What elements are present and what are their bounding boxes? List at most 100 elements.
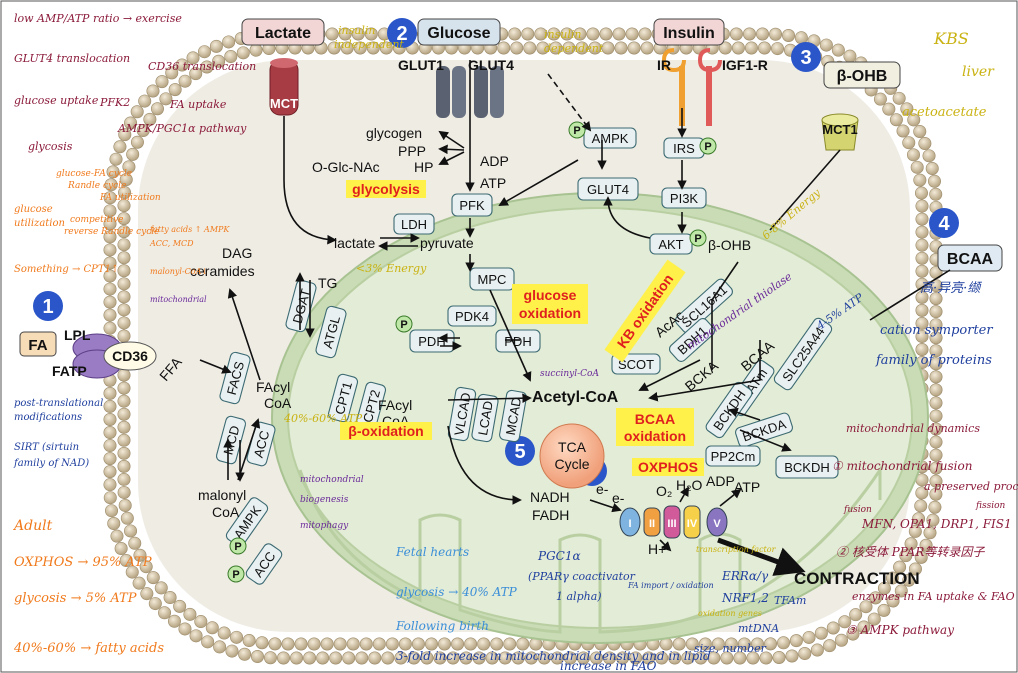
enzyme-ldh: LDH	[393, 213, 435, 235]
enzyme-pdh-left: PDH	[409, 329, 455, 353]
membrane-bead	[117, 394, 131, 408]
note-mitophagy: mitophagy	[300, 521, 349, 531]
membrane-bead	[560, 27, 574, 41]
transporter-mct: MCT	[269, 58, 299, 116]
svg-text:2: 2	[396, 23, 407, 45]
membrane-bead	[547, 27, 561, 41]
enzyme-dgat: DGAT	[285, 279, 317, 333]
label-malonyl-b: CoA	[212, 504, 240, 520]
membrane-bead	[143, 112, 157, 126]
phospho-circle: P	[227, 565, 245, 583]
membrane-bead	[914, 550, 928, 564]
label-dag: DAG	[222, 245, 252, 261]
membrane-bead	[913, 124, 927, 138]
note-acc-mcd: ACC, MCD	[149, 239, 194, 248]
enzyme-label: MPC	[478, 272, 507, 287]
membrane-bead	[103, 256, 117, 270]
svg-text:β-OHB: β-OHB	[837, 68, 888, 85]
membrane-bead	[929, 370, 943, 384]
membrane-bead	[117, 368, 131, 382]
membrane-bead	[625, 27, 639, 41]
membrane-bead	[913, 173, 927, 187]
membrane-bead	[929, 187, 943, 201]
membrane-bead	[831, 43, 845, 57]
membrane-bead	[224, 50, 238, 64]
svg-text:LPL: LPL	[64, 327, 91, 343]
note-fa-ampk: fatty acids ↑ AMPK	[149, 225, 230, 234]
membrane-bead	[885, 571, 899, 585]
label-nadh: NADH	[530, 489, 570, 505]
membrane-bead	[117, 459, 131, 473]
membrane-bead	[724, 637, 738, 651]
transporter-glut1: GLUT1	[398, 57, 466, 118]
note-fatty-4060: 40%-60% → fatty acids	[13, 641, 164, 656]
membrane-bead	[882, 102, 896, 116]
note-insulin-indep-a: insulin	[338, 24, 375, 37]
membrane-bead	[209, 39, 223, 53]
membrane-bead	[835, 633, 849, 647]
enzyme-label: MCAD	[503, 396, 524, 436]
enzyme-mcad: MCAD	[499, 389, 527, 443]
membrane-bead	[351, 27, 365, 41]
membrane-bead	[928, 500, 942, 514]
note-transcription: transcription factor	[696, 545, 777, 554]
note-fusion-small: fusion	[843, 505, 872, 515]
svg-text:MCT1: MCT1	[822, 122, 857, 137]
label-facyl-a: FAcyl	[256, 379, 290, 395]
membrane-bead	[113, 140, 127, 154]
enzyme-mpc: MPC	[469, 267, 515, 291]
membrane-bead	[729, 27, 743, 41]
membrane-bead	[359, 637, 373, 651]
membrane-bead	[433, 651, 447, 665]
note-energy-3: <3% Energy	[356, 262, 427, 275]
membrane-bead	[117, 264, 131, 278]
svg-text:I: I	[628, 518, 631, 530]
membrane-bead	[744, 41, 758, 55]
svg-text:1: 1	[42, 296, 53, 318]
membrane-bead	[472, 651, 486, 665]
label-facyl-b: CoA	[264, 395, 292, 411]
note-insulin-dep-b: dependent	[544, 42, 604, 55]
svg-text:4: 4	[938, 213, 950, 235]
label-glucose-ox-b: oxidation	[519, 305, 581, 321]
membrane-bead	[200, 60, 214, 74]
membrane-bead	[168, 83, 182, 97]
membrane-bead	[205, 621, 219, 635]
svg-text:P: P	[704, 141, 711, 153]
membrane-bead	[810, 643, 824, 657]
input-glucose: Glucose	[417, 18, 501, 46]
membrane-bead	[103, 465, 117, 479]
etc-complexes: I II III IV V	[619, 505, 728, 539]
membrane-bead	[146, 571, 160, 585]
enzyme-ampk-bottom: AMPK	[225, 497, 269, 547]
label-facyl2-a: FAcyl	[378, 397, 412, 413]
membrane-bead	[355, 651, 369, 665]
membrane-bead	[118, 186, 132, 200]
note-enzymes-fa: enzymes in FA uptake & FAO	[852, 590, 1015, 603]
membrane-bead	[919, 538, 933, 552]
membrane-bead	[103, 217, 117, 231]
receptor-ir: IR	[657, 48, 686, 126]
membrane-bead	[398, 637, 412, 651]
membrane-bead	[103, 295, 117, 309]
label-bcaa-ox-b: oxidation	[624, 428, 686, 444]
note-nrf: NRF1,2	[721, 591, 769, 605]
membrane-bead	[601, 41, 615, 55]
input-insulin: Insulin	[653, 18, 725, 46]
enzyme-glut4-inner: GLUT4	[577, 177, 639, 201]
enzyme-pfk: PFK	[451, 193, 493, 217]
handwritten-notes: low AMP/ATP ratio → exercise GLUT4 trans…	[12, 12, 1018, 673]
membrane-bead	[929, 474, 943, 488]
svg-text:V: V	[713, 518, 721, 530]
membrane-bead	[263, 651, 277, 665]
note-fa-util: FA utilization	[99, 193, 161, 203]
membrane-bead	[122, 160, 136, 174]
membrane-bead	[307, 637, 321, 651]
membrane-bead	[320, 637, 334, 651]
note-tfam: TFAm	[774, 594, 806, 607]
cristae	[298, 465, 882, 634]
membrane-bead	[685, 637, 699, 651]
membrane-bead	[107, 517, 121, 531]
membrane-bead	[175, 58, 189, 72]
membrane-bead	[923, 526, 937, 540]
